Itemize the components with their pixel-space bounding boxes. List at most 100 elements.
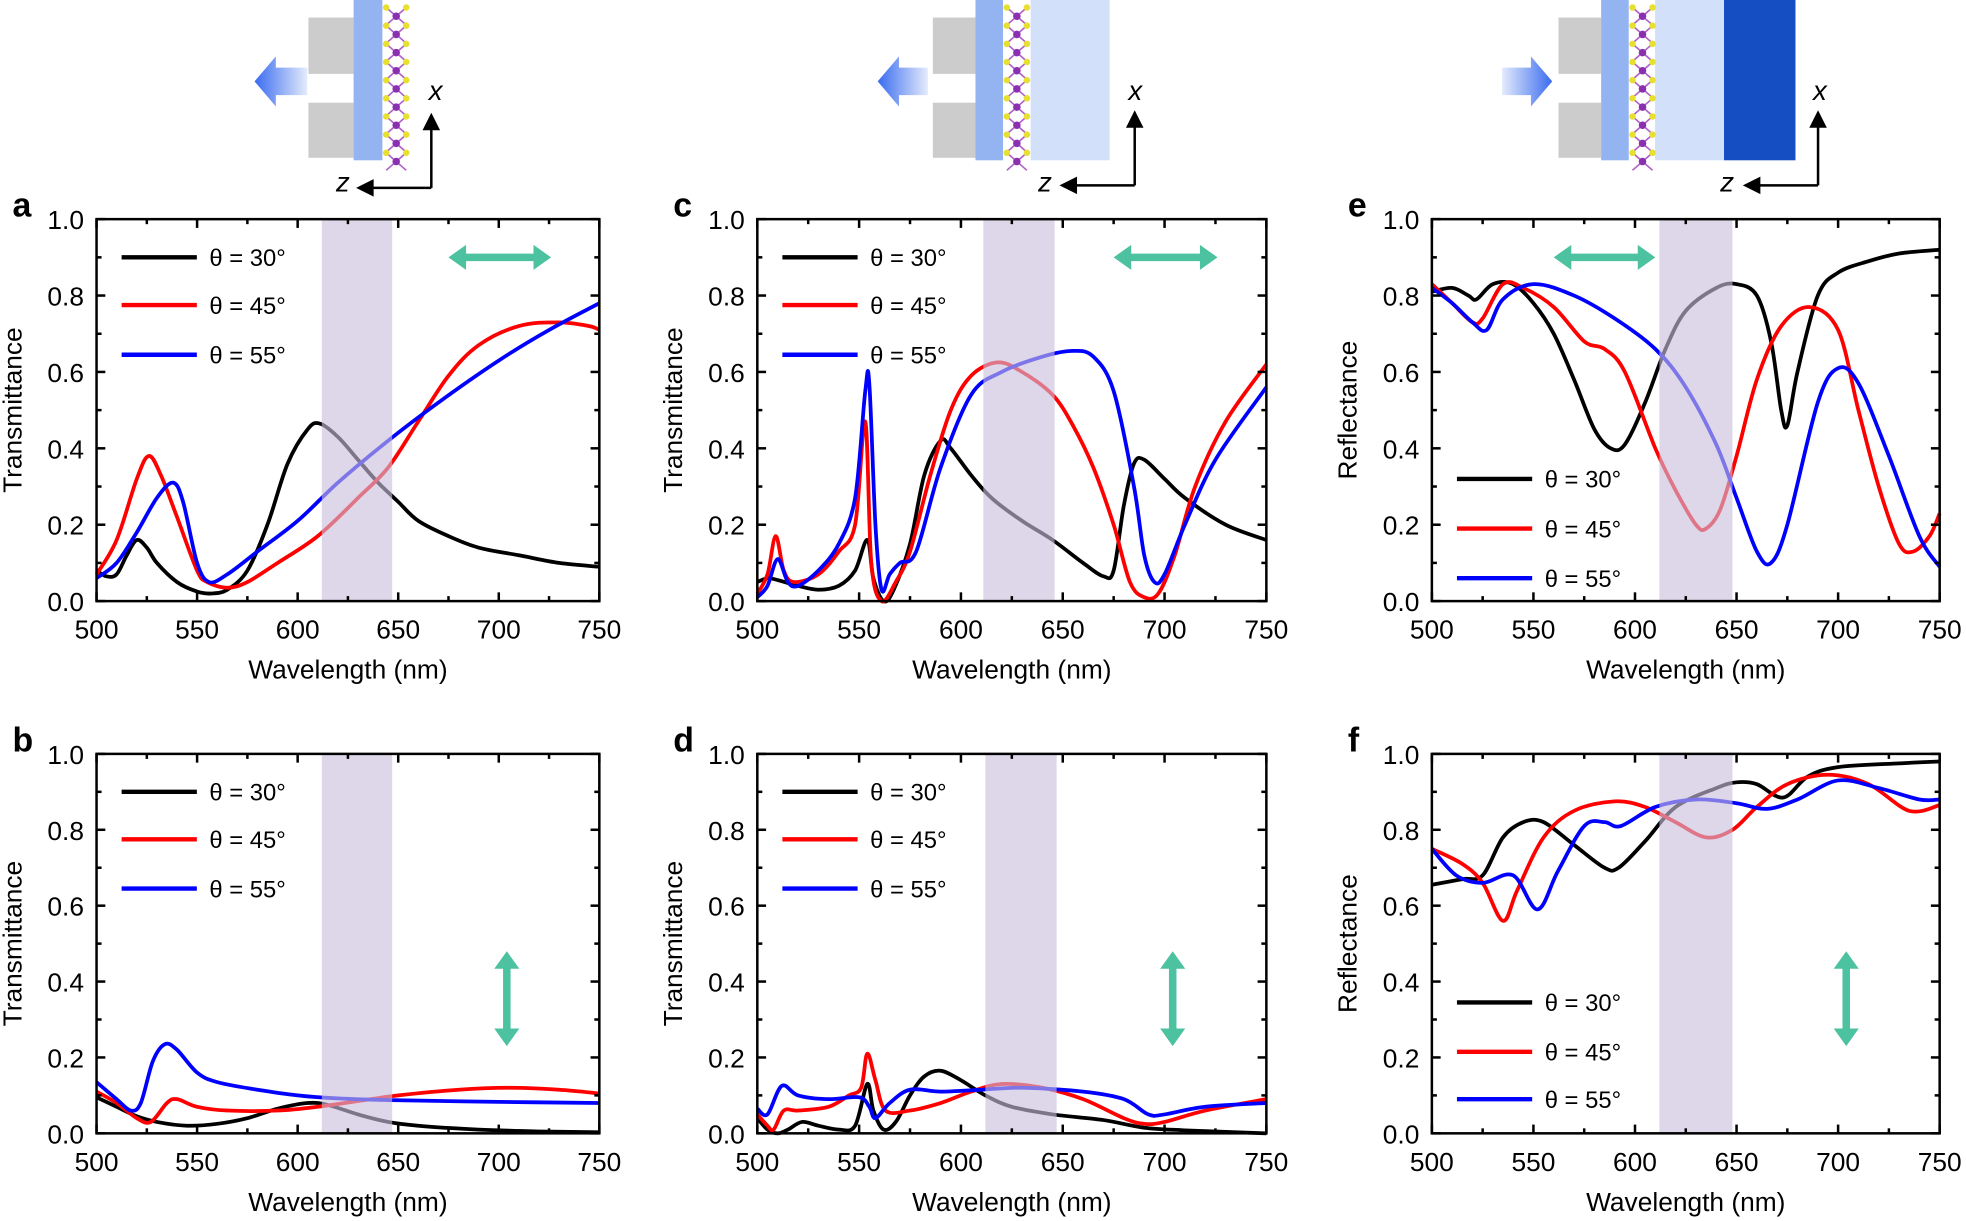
x-axis-letter: x — [1811, 75, 1828, 106]
x-tick-label: 650 — [1715, 1147, 1759, 1177]
y-tick-label: 0.8 — [1383, 282, 1420, 312]
x-tick-label: 550 — [1511, 615, 1555, 645]
substrate-layer — [1601, 0, 1629, 161]
x-tick-label: 650 — [1041, 1147, 1085, 1177]
y-tick-label: 0.8 — [1383, 816, 1420, 846]
series-line-theta-30 — [95, 1095, 600, 1135]
light-arrow-icon — [1502, 56, 1553, 107]
y-axis-label: Reflectance — [1333, 341, 1363, 480]
legend-label: θ = 55° — [1545, 566, 1621, 593]
y-tick-label: 0.4 — [708, 434, 745, 464]
panel-c: c 500 550 600 650 700 750 0.0 0.2 0.4 0.6 0.8 1.0 Wav… — [658, 187, 1288, 685]
y-tick-label: 0.2 — [708, 511, 745, 541]
y-tick-label: 0.6 — [47, 892, 84, 922]
coordinate-axes — [1074, 122, 1136, 187]
series-line-theta-55 — [1430, 778, 1940, 912]
mirror-layer — [1724, 0, 1796, 161]
schematic-3: xz — [1502, 0, 1828, 198]
light-arrow-icon — [877, 56, 928, 107]
z-axis-letter: z — [1719, 167, 1734, 198]
y-tick-label: 0.4 — [47, 434, 84, 464]
axis-arrowhead-icon — [1742, 110, 1827, 195]
panel-e: e 500 550 600 650 700 750 0.0 0.2 0.4 0.6 0.8 1.0 Wav… — [1333, 187, 1962, 685]
y-tick-label: 0.2 — [47, 1043, 84, 1073]
coordinate-axes — [1757, 122, 1820, 187]
panel-letter: d — [673, 721, 694, 759]
legend-label: θ = 30° — [870, 245, 946, 272]
legend-label: θ = 30° — [1545, 990, 1621, 1017]
x-tick-label: 600 — [276, 1147, 320, 1177]
panel-a: a 500 550 600 650 700 750 0.0 0.2 0.4 0.6 0.8 1.0 Wav… — [0, 187, 621, 685]
legend: θ = 30° θ = 45° θ = 55° — [1456, 467, 1621, 593]
x-tick-label: 550 — [837, 1147, 881, 1177]
x-tick-label: 600 — [276, 615, 320, 645]
series-line-theta-55 — [95, 301, 601, 585]
mos2-monolayer — [1003, 4, 1031, 171]
chart-panels: a 500 550 600 650 700 750 0.0 0.2 0.4 0.6 0.8 1.0 Wav… — [0, 187, 1962, 1217]
x-tick-label: 500 — [75, 1147, 119, 1177]
legend-label: θ = 30° — [870, 780, 946, 807]
shaded-band — [1659, 753, 1733, 1134]
x-tick-label: 750 — [577, 615, 621, 645]
y-tick-label: 0.2 — [1383, 1043, 1420, 1073]
x-tick-label: 750 — [1244, 1147, 1288, 1177]
x-tick-label: 650 — [376, 615, 420, 645]
x-tick-label: 550 — [1511, 1147, 1555, 1177]
substrate-layer — [353, 0, 383, 161]
schematic-2: xz — [877, 0, 1144, 198]
series-line-theta-55 — [95, 1041, 600, 1113]
x-tick-label: 650 — [1041, 615, 1085, 645]
panel-d: d 500 550 600 650 700 750 0.0 0.2 0.4 0.6 0.8 1.0 Wav… — [658, 721, 1288, 1217]
y-tick-label: 0.4 — [1383, 968, 1420, 998]
y-tick-label: 0.2 — [708, 1043, 745, 1073]
legend-label: θ = 55° — [209, 876, 285, 903]
polarization-arrow-icon — [1553, 244, 1656, 270]
legend-label: θ = 55° — [870, 343, 946, 370]
y-tick-label: 0.4 — [47, 968, 84, 998]
grating-block — [308, 102, 354, 158]
panel-letter: a — [13, 187, 33, 225]
y-tick-label: 0.6 — [1383, 358, 1420, 388]
polarization-arrow-icon — [494, 951, 520, 1047]
legend-label: θ = 45° — [1545, 516, 1621, 543]
y-tick-label: 0.6 — [708, 358, 745, 388]
legend-label: θ = 55° — [870, 876, 946, 903]
spacer-layer — [1030, 0, 1110, 161]
y-axis-label: Reflectance — [1333, 874, 1363, 1013]
legend-label: θ = 55° — [209, 343, 285, 370]
y-tick-label: 1.0 — [708, 740, 745, 770]
polarization-arrow-icon — [1160, 951, 1186, 1047]
y-tick-label: 1.0 — [708, 205, 745, 235]
y-tick-label: 0.0 — [708, 1119, 745, 1149]
polarization-arrow-icon — [1113, 244, 1218, 270]
x-tick-label: 750 — [1244, 615, 1288, 645]
series-line-theta-55 — [755, 348, 1268, 599]
y-tick-label: 0.6 — [1383, 892, 1420, 922]
y-tick-label: 0.8 — [47, 282, 84, 312]
coordinate-axes — [371, 125, 433, 190]
x-tick-label: 600 — [939, 1147, 983, 1177]
x-tick-label: 650 — [376, 1147, 420, 1177]
panel-letter: f — [1348, 721, 1360, 759]
y-tick-label: 1.0 — [47, 205, 84, 235]
y-tick-label: 0.4 — [708, 968, 745, 998]
x-tick-label: 600 — [1613, 615, 1657, 645]
y-tick-label: 0.2 — [1383, 511, 1420, 541]
shaded-band — [321, 753, 393, 1134]
y-tick-label: 0.8 — [708, 816, 745, 846]
x-tick-label: 700 — [1143, 615, 1187, 645]
legend-label: θ = 30° — [1545, 467, 1621, 494]
axis-arrowhead-icon — [1059, 110, 1144, 195]
mos2-monolayer — [382, 4, 410, 171]
legend: θ = 30° θ = 45° θ = 55° — [782, 780, 947, 903]
y-tick-label: 1.0 — [1383, 740, 1420, 770]
y-tick-label: 0.8 — [47, 816, 84, 846]
y-tick-label: 0.0 — [1383, 1119, 1420, 1149]
legend-label: θ = 55° — [1545, 1087, 1621, 1114]
y-tick-label: 0.8 — [708, 282, 745, 312]
y-axis-label: Transmittance — [658, 861, 688, 1027]
legend-label: θ = 30° — [209, 780, 285, 807]
shaded-band — [1659, 219, 1733, 602]
